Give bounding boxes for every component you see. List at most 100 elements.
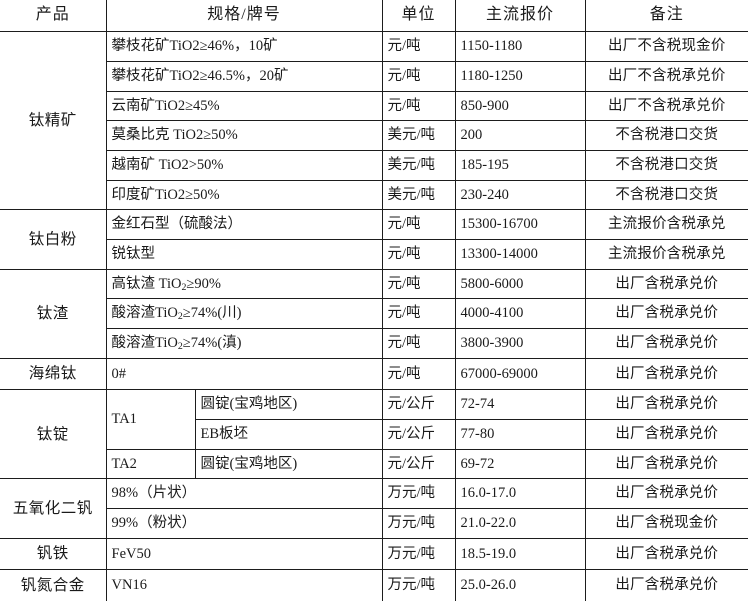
spec-cell: 99%（粉状） (105, 508, 383, 539)
spec-cell: 越南矿 TiO2>50% (105, 150, 383, 181)
note-cell: 出厂含税承兑价 (584, 478, 748, 510)
unit-cell: 元/吨 (381, 90, 456, 122)
subscript-2: 2 (177, 341, 183, 353)
table-row: 锐钛型 元/吨 13300-14000 主流报价含税承兑 (0, 239, 748, 270)
spec-cell: 锐钛型 (105, 239, 383, 270)
spec-cell: 云南矿TiO2≥45% (105, 90, 383, 122)
price-cell: 67000-69000 (454, 357, 586, 391)
note-cell: 出厂含税承兑价 (584, 268, 748, 300)
price-cell: 13300-14000 (454, 239, 586, 270)
table-row: EB板坯 元/公斤 77-80 出厂含税承兑价 (0, 419, 748, 450)
table-row: 云南矿TiO2≥45% 元/吨 850-900 出厂不含税承兑价 (0, 90, 748, 122)
spec-cell: 0# (105, 357, 383, 391)
product-name-cell: 钛白粉 (0, 209, 107, 270)
table-row: 莫桑比克 TiO2≥50% 美元/吨 200 不含税港口交货 (0, 120, 748, 151)
note-cell: 出厂含税承兑价 (584, 419, 748, 450)
unit-cell: 元/吨 (381, 31, 456, 62)
note-cell: 不含税港口交货 (584, 150, 748, 181)
note-cell: 出厂含税承兑价 (584, 537, 748, 571)
note-cell: 出厂含税承兑价 (584, 389, 748, 421)
unit-cell: 美元/吨 (381, 179, 456, 211)
unit-cell: 元/吨 (381, 298, 456, 330)
price-cell: 72-74 (454, 389, 586, 421)
price-cell: 3800-3900 (454, 328, 586, 359)
unit-cell: 元/吨 (381, 60, 456, 92)
spec-cell: 莫桑比克 TiO2≥50% (105, 120, 383, 151)
table-row: 酸溶渣TiO2≥74%(滇) 元/吨 3800-3900 出厂含税承兑价 (0, 328, 748, 359)
spec-cell: 酸溶渣TiO2≥74%(川) (105, 298, 383, 330)
product-name-cell: 钛锭 (0, 389, 107, 480)
unit-cell: 元/吨 (381, 357, 456, 391)
product-name-cell: 钛精矿 (0, 31, 107, 211)
table-row: 钒氮合金 VN16 万元/吨 25.0-26.0 出厂含税承兑价 (0, 569, 748, 601)
unit-cell: 元/吨 (381, 239, 456, 270)
note-cell: 出厂含税承兑价 (584, 357, 748, 391)
table-row: 钛精矿 攀枝花矿TiO2≥46%，10矿 元/吨 1150-1180 出厂不含税现金价 (0, 31, 748, 211)
table-header-row: 产品 规格/牌号 单位 主流报价 备注 (0, 0, 748, 33)
product-name-cell: 钛渣 (0, 268, 107, 359)
product-name-cell: 五氧化二钒 (0, 478, 107, 539)
unit-cell: 万元/吨 (381, 537, 456, 571)
column-header-spec: 规格/牌号 (105, 0, 383, 33)
column-header-note: 备注 (584, 0, 748, 33)
spec-cell: 印度矿TiO2≥50% (105, 179, 383, 211)
product-name-cell: 钒氮合金 (0, 569, 107, 601)
note-cell: 出厂含税承兑价 (584, 328, 748, 359)
price-cell: 25.0-26.0 (454, 569, 586, 601)
table-row: 五氧化二钒 98%（片状） 万元/吨 16.0-17.0 出厂含税承兑价 (0, 478, 748, 539)
grade-cell: TA2 (105, 448, 196, 480)
column-header-price: 主流报价 (454, 0, 586, 33)
spec-cell: VN16 (105, 569, 383, 601)
price-cell: 77-80 (454, 419, 586, 450)
note-cell: 不含税港口交货 (584, 120, 748, 151)
subscript-2: 2 (181, 281, 187, 293)
table-row: 钛白粉 金红石型（硫酸法） 元/吨 15300-16700 主流报价含税承兑 (0, 209, 748, 270)
price-cell: 230-240 (454, 179, 586, 211)
unit-cell: 美元/吨 (381, 150, 456, 181)
unit-cell: 元/公斤 (381, 389, 456, 421)
note-cell: 出厂含税承兑价 (584, 298, 748, 330)
unit-cell: 万元/吨 (381, 569, 456, 601)
table-row: 越南矿 TiO2>50% 美元/吨 185-195 不含税港口交货 (0, 150, 748, 181)
price-cell: 21.0-22.0 (454, 508, 586, 539)
spec-cell: 高钛渣 TiO2≥90% (105, 268, 383, 300)
spec-cell: 攀枝花矿TiO2≥46.5%，20矿 (105, 60, 383, 92)
price-cell: 850-900 (454, 90, 586, 122)
table-row: 海绵钛 0# 元/吨 67000-69000 出厂含税承兑价 (0, 357, 748, 391)
product-name-cell: 海绵钛 (0, 357, 107, 391)
unit-cell: 元/公斤 (381, 448, 456, 480)
note-cell: 出厂含税承兑价 (584, 569, 748, 601)
note-cell: 主流报价含税承兑 (584, 209, 748, 241)
spec-cell: 金红石型（硫酸法） (105, 209, 383, 241)
product-name-cell: 钒铁 (0, 537, 107, 571)
unit-cell: 元/吨 (381, 209, 456, 241)
note-cell: 不含税港口交货 (584, 179, 748, 211)
table-row: 99%（粉状） 万元/吨 21.0-22.0 出厂含税现金价 (0, 508, 748, 539)
note-cell: 出厂不含税承兑价 (584, 60, 748, 92)
column-header-unit: 单位 (381, 0, 456, 33)
price-cell: 69-72 (454, 448, 586, 480)
note-cell: 主流报价含税承兑 (584, 239, 748, 270)
price-cell: 185-195 (454, 150, 586, 181)
spec-cell: 圆锭(宝鸡地区) (194, 448, 383, 480)
table-row: 钛渣 高钛渣 TiO2≥90% 元/吨 5800-6000 出厂含税承兑价 (0, 268, 748, 359)
table-row: 攀枝花矿TiO2≥46.5%，20矿 元/吨 1180-1250 出厂不含税承兑价 (0, 60, 748, 92)
unit-cell: 元/吨 (381, 268, 456, 300)
unit-cell: 万元/吨 (381, 478, 456, 510)
unit-cell: 美元/吨 (381, 120, 456, 151)
spec-cell: 圆锭(宝鸡地区) (194, 389, 383, 421)
note-cell: 出厂含税承兑价 (584, 448, 748, 480)
unit-cell: 元/吨 (381, 328, 456, 359)
price-cell: 15300-16700 (454, 209, 586, 241)
price-cell: 1150-1180 (454, 31, 586, 62)
note-cell: 出厂不含税现金价 (584, 31, 748, 62)
price-cell: 4000-4100 (454, 298, 586, 330)
spec-cell: FeV50 (105, 537, 383, 571)
price-cell: 18.5-19.0 (454, 537, 586, 571)
spec-cell: 98%（片状） (105, 478, 383, 510)
spec-cell: EB板坯 (194, 419, 383, 450)
price-cell: 200 (454, 120, 586, 151)
table-row: 酸溶渣TiO2≥74%(川) 元/吨 4000-4100 出厂含税承兑价 (0, 298, 748, 330)
subscript-2: 2 (177, 311, 183, 323)
